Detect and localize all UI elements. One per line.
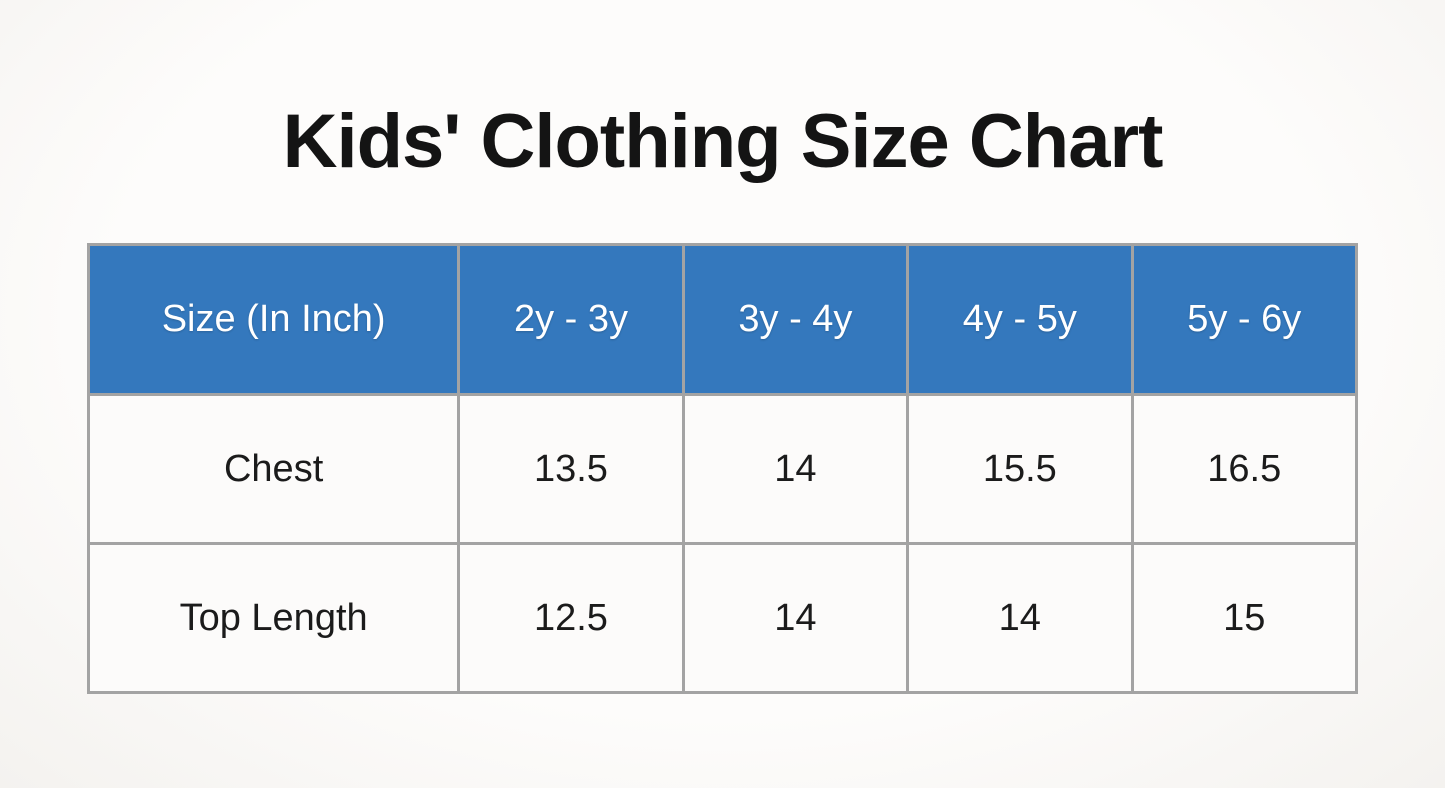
table-header-row: Size (In Inch) 2y - 3y 3y - 4y 4y - 5y 5…	[86, 243, 1359, 396]
size-chart-table: Size (In Inch) 2y - 3y 3y - 4y 4y - 5y 5…	[86, 243, 1359, 694]
table-row-chest: Chest 13.5 14 15.5 16.5	[86, 393, 1359, 545]
header-cell-2y-3y: 2y - 3y	[457, 243, 685, 396]
cell-top-length-4y-5y: 14	[906, 542, 1134, 694]
header-cell-4y-5y: 4y - 5y	[906, 243, 1134, 396]
cell-chest-2y-3y: 13.5	[457, 393, 685, 545]
cell-chest-5y-6y: 16.5	[1130, 393, 1359, 545]
page-title: Kids' Clothing Size Chart	[282, 99, 1164, 184]
cell-chest-4y-5y: 15.5	[906, 393, 1134, 545]
cell-chest-3y-4y: 14	[681, 393, 910, 545]
table-row-top-length: Top Length 12.5 14 14 15	[86, 542, 1359, 694]
cell-top-length-5y-6y: 15	[1130, 542, 1359, 694]
header-cell-size-label: Size (In Inch)	[86, 243, 461, 396]
header-cell-5y-6y: 5y - 6y	[1130, 243, 1359, 396]
header-cell-3y-4y: 3y - 4y	[681, 243, 910, 396]
row-label-top-length: Top Length	[86, 542, 461, 694]
cell-top-length-3y-4y: 14	[681, 542, 910, 694]
row-label-chest: Chest	[86, 393, 461, 545]
cell-top-length-2y-3y: 12.5	[457, 542, 685, 694]
